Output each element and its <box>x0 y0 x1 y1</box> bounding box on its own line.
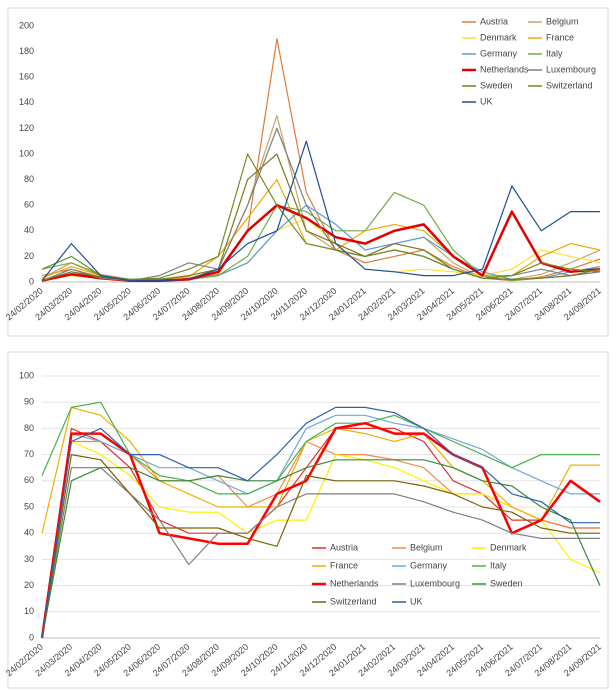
y-tick-label: 100 <box>19 370 34 380</box>
y-tick-label: 60 <box>24 475 34 485</box>
y-tick-label: 120 <box>19 123 34 133</box>
y-tick-label: 60 <box>24 200 34 210</box>
series-line <box>41 38 601 282</box>
legend-label: France <box>330 560 358 570</box>
legend-label: Belgium <box>546 16 579 26</box>
legend-label: Belgium <box>410 542 443 552</box>
legend-label: Luxembourg <box>546 64 596 74</box>
series-line <box>41 454 600 639</box>
y-tick-label: 100 <box>19 148 34 158</box>
series-line <box>41 414 600 639</box>
series-line <box>41 127 601 282</box>
series-line <box>41 140 600 282</box>
series-line <box>40 421 601 639</box>
y-tick-label: 20 <box>24 251 34 261</box>
y-tick-label: 180 <box>19 46 34 56</box>
panel-frame <box>7 351 609 689</box>
legend-label: Sweden <box>490 578 523 588</box>
y-tick-label: 70 <box>24 449 34 459</box>
y-tick-label: 40 <box>24 528 34 538</box>
y-tick-label: 50 <box>24 501 34 511</box>
legend-label: UK <box>480 96 493 106</box>
legend-label: Denmark <box>480 32 517 42</box>
legend-label: Switzerland <box>546 80 593 90</box>
legend-label: Italy <box>490 560 507 570</box>
legend-label: Germany <box>410 560 448 570</box>
y-tick-label: 160 <box>19 72 34 82</box>
y-tick-label: 20 <box>24 580 34 590</box>
legend-label: Netherlands <box>480 64 529 74</box>
legend-label: Luxembourg <box>410 578 460 588</box>
series-line <box>41 467 600 639</box>
y-tick-label: 0 <box>29 276 34 286</box>
legend-label: Switzerland <box>330 596 377 606</box>
legend-label: Netherlands <box>330 578 379 588</box>
y-tick-label: 200 <box>19 20 34 30</box>
panel-frame <box>7 7 609 337</box>
y-tick-label: 140 <box>19 97 34 107</box>
legend: Austria Belgium Denmark France Germany Italy N… <box>462 16 596 106</box>
y-tick-label: 40 <box>24 225 34 235</box>
y-tick-label: 10 <box>24 606 34 616</box>
series-line <box>41 440 600 639</box>
series-line <box>41 440 601 639</box>
legend-label: Italy <box>546 48 563 58</box>
series-line <box>41 401 600 495</box>
y-tick-label: 90 <box>24 397 34 407</box>
y-tick-label: 80 <box>24 174 34 184</box>
legend-label: Austria <box>480 16 508 26</box>
legend: Austria Belgium Denmark France Germany Italy N… <box>312 542 527 606</box>
series-line <box>41 406 600 534</box>
y-tick-label: 0 <box>29 632 34 642</box>
series-line <box>41 153 601 280</box>
legend-label: Denmark <box>490 542 527 552</box>
y-tick-label: 80 <box>24 423 34 433</box>
legend-label: Sweden <box>480 80 513 90</box>
y-tick-label: 30 <box>24 554 34 564</box>
series-line <box>41 406 600 639</box>
series-line <box>41 203 601 282</box>
legend-label: France <box>546 32 574 42</box>
series-line <box>41 204 601 282</box>
legend-label: UK <box>410 596 423 606</box>
series-line <box>41 459 601 639</box>
legend-label: Austria <box>330 542 358 552</box>
series-line <box>41 115 601 282</box>
legend-label: Germany <box>480 48 518 58</box>
